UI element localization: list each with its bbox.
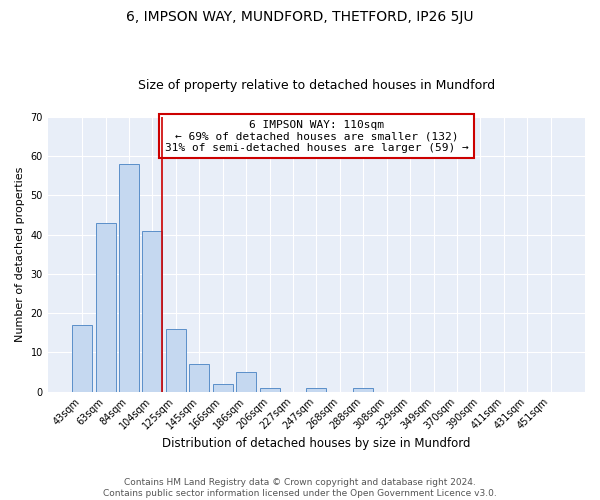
Text: 6 IMPSON WAY: 110sqm
← 69% of detached houses are smaller (132)
31% of semi-deta: 6 IMPSON WAY: 110sqm ← 69% of detached h… [164, 120, 468, 152]
Bar [307, 388, 326, 392]
Bar [190, 364, 209, 392]
Bar [72, 325, 92, 392]
Bar [95, 223, 116, 392]
Bar [213, 384, 233, 392]
Text: 6, IMPSON WAY, MUNDFORD, THETFORD, IP26 5JU: 6, IMPSON WAY, MUNDFORD, THETFORD, IP26 … [126, 10, 474, 24]
Text: Contains HM Land Registry data © Crown copyright and database right 2024.
Contai: Contains HM Land Registry data © Crown c… [103, 478, 497, 498]
Title: Size of property relative to detached houses in Mundford: Size of property relative to detached ho… [138, 79, 495, 92]
Bar [353, 388, 373, 392]
Bar [142, 230, 163, 392]
Bar [260, 388, 280, 392]
X-axis label: Distribution of detached houses by size in Mundford: Distribution of detached houses by size … [162, 437, 470, 450]
Bar [236, 372, 256, 392]
Y-axis label: Number of detached properties: Number of detached properties [15, 166, 25, 342]
Bar [166, 329, 186, 392]
Bar [119, 164, 139, 392]
